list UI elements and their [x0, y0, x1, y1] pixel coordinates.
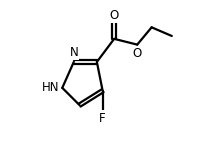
Text: HN: HN: [42, 81, 59, 94]
Text: O: O: [133, 47, 142, 60]
Text: N: N: [69, 46, 78, 59]
Text: F: F: [99, 112, 106, 125]
Text: O: O: [110, 9, 119, 22]
